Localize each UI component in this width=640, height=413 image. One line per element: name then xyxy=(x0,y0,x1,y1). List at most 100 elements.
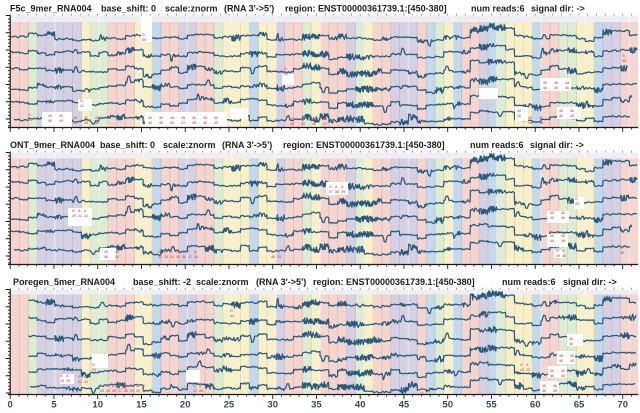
svg-text:G: G xyxy=(80,99,83,103)
svg-text:57: 57 xyxy=(329,190,333,194)
svg-text:32: 32 xyxy=(158,255,162,259)
svg-text:45: 45 xyxy=(59,119,63,123)
svg-text:46: 46 xyxy=(73,121,77,125)
svg-text:24: 24 xyxy=(100,389,105,393)
svg-text:46: 46 xyxy=(115,250,119,254)
svg-text:46: 46 xyxy=(542,389,546,393)
svg-text:G: G xyxy=(78,375,81,379)
svg-text:ONT_9mer_RNA004: ONT_9mer_RNA004 xyxy=(10,140,95,150)
svg-text:45: 45 xyxy=(561,239,565,243)
svg-text:A: A xyxy=(526,363,529,367)
svg-text:48: 48 xyxy=(271,255,275,259)
svg-text:46: 46 xyxy=(561,211,565,215)
svg-text:14: 14 xyxy=(28,118,33,122)
svg-text:50: 50 xyxy=(284,72,288,76)
svg-text:46: 46 xyxy=(559,359,563,363)
svg-text:45: 45 xyxy=(399,400,410,411)
svg-text:base_shift: 0: base_shift: 0 xyxy=(100,140,155,150)
svg-text:65: 65 xyxy=(574,400,585,411)
svg-text:A: A xyxy=(78,209,81,213)
svg-text:46: 46 xyxy=(48,119,52,123)
svg-text:A: A xyxy=(84,375,87,379)
svg-text:num reads:6: num reads:6 xyxy=(471,4,525,14)
svg-text:46: 46 xyxy=(553,384,557,388)
svg-text:45: 45 xyxy=(517,109,521,113)
svg-text:45: 45 xyxy=(104,250,108,254)
svg-text:45: 45 xyxy=(561,374,565,378)
svg-text:29: 29 xyxy=(556,254,560,258)
svg-text:4A: 4A xyxy=(312,117,317,121)
svg-text:46: 46 xyxy=(203,121,207,125)
svg-text:46: 46 xyxy=(570,354,574,358)
svg-text:46: 46 xyxy=(554,81,558,85)
svg-text:G: G xyxy=(92,363,95,367)
svg-text:37: 37 xyxy=(193,389,197,393)
svg-text:G: G xyxy=(622,54,625,58)
svg-text:15: 15 xyxy=(136,400,147,411)
svg-text:4T: 4T xyxy=(323,122,328,126)
svg-text:45: 45 xyxy=(542,384,546,388)
svg-text:A: A xyxy=(66,374,69,378)
svg-text:signal dir: ->: signal dir: -> xyxy=(530,140,584,150)
svg-text:G: G xyxy=(520,363,523,367)
svg-text:(RNA 3'->5'): (RNA 3'->5') xyxy=(222,140,272,150)
svg-text:signal dir: ->: signal dir: -> xyxy=(563,277,617,287)
svg-text:num reads:6: num reads:6 xyxy=(470,140,524,150)
svg-text:46: 46 xyxy=(192,116,196,120)
svg-text:46: 46 xyxy=(301,117,305,121)
svg-text:G: G xyxy=(100,384,103,388)
svg-text:42: 42 xyxy=(230,314,234,318)
svg-text:38: 38 xyxy=(199,389,203,393)
svg-text:21: 21 xyxy=(78,380,82,384)
svg-text:4T: 4T xyxy=(181,121,186,125)
svg-text:46: 46 xyxy=(559,114,563,118)
svg-text:45: 45 xyxy=(550,369,554,373)
svg-text:45: 45 xyxy=(553,389,557,393)
svg-text:45: 45 xyxy=(181,116,185,120)
svg-text:26: 26 xyxy=(112,389,116,393)
svg-text:base_shift: -2: base_shift: -2 xyxy=(133,277,191,287)
svg-text:21: 21 xyxy=(80,104,84,108)
svg-text:4A: 4A xyxy=(170,116,175,120)
svg-text:49: 49 xyxy=(277,255,281,259)
svg-text:G: G xyxy=(142,384,145,388)
svg-text:22: 22 xyxy=(84,380,88,384)
svg-text:46: 46 xyxy=(290,122,294,126)
svg-text:region: ENST00000361739.1:[450: region: ENST00000361739.1:[450-380] xyxy=(313,277,475,287)
svg-text:20: 20 xyxy=(72,214,76,218)
svg-text:45: 45 xyxy=(323,117,327,121)
svg-text:20: 20 xyxy=(180,400,191,411)
svg-text:G: G xyxy=(72,209,75,213)
svg-text:45: 45 xyxy=(115,255,119,259)
svg-text:G: G xyxy=(230,309,233,313)
svg-text:45: 45 xyxy=(528,116,532,120)
svg-text:5A: 5A xyxy=(203,116,208,120)
svg-text:A: A xyxy=(112,384,115,388)
svg-text:46: 46 xyxy=(59,114,63,118)
svg-text:F5c_9mer_RNA004: F5c_9mer_RNA004 xyxy=(10,4,92,14)
svg-text:45: 45 xyxy=(543,81,547,85)
svg-text:46: 46 xyxy=(550,239,554,243)
svg-text:28: 28 xyxy=(124,389,128,393)
svg-text:46: 46 xyxy=(528,121,532,125)
svg-text:21: 21 xyxy=(78,214,82,218)
svg-text:G: G xyxy=(193,384,196,388)
svg-text:G: G xyxy=(420,387,423,391)
svg-text:scale:znorm: scale:znorm xyxy=(196,277,249,287)
svg-text:45: 45 xyxy=(554,86,558,90)
svg-text:18: 18 xyxy=(60,379,64,383)
svg-text:45: 45 xyxy=(148,116,152,120)
svg-text:A: A xyxy=(106,384,109,388)
svg-text:46: 46 xyxy=(95,121,99,125)
svg-text:45: 45 xyxy=(159,121,163,125)
svg-text:35: 35 xyxy=(176,255,180,259)
svg-text:45: 45 xyxy=(73,116,77,120)
svg-text:45: 45 xyxy=(301,122,305,126)
svg-text:scale:znorm: scale:znorm xyxy=(163,140,216,150)
svg-text:46: 46 xyxy=(312,122,316,126)
svg-text:45: 45 xyxy=(570,114,574,118)
svg-text:46: 46 xyxy=(148,121,152,125)
svg-text:46: 46 xyxy=(539,116,543,120)
svg-text:46: 46 xyxy=(550,374,554,378)
svg-text:T: T xyxy=(130,384,133,388)
